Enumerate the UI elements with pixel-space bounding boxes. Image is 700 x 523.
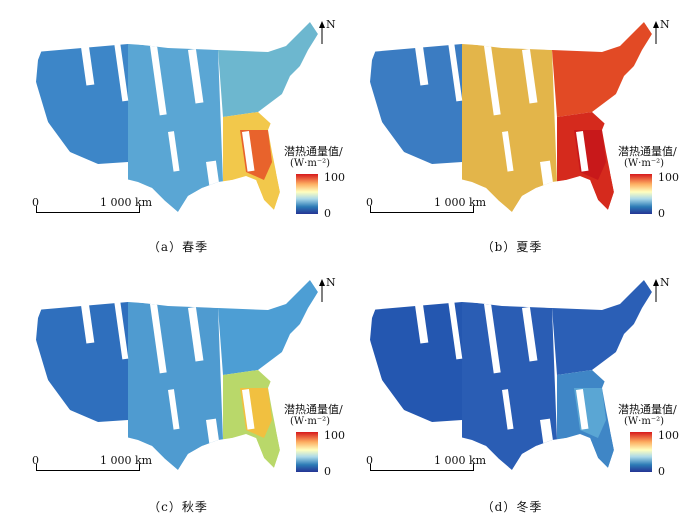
north-label: N: [660, 276, 670, 289]
swath-gap: [188, 306, 204, 362]
legend: 潜热通量值/ (W·m⁻²) 100 0: [284, 403, 354, 479]
caption-summer: （b）夏季: [481, 240, 543, 254]
swath-gap: [168, 131, 180, 172]
legend-unit: (W·m⁻²): [290, 416, 331, 427]
north-arrow: N: [318, 276, 336, 306]
legend-max: 100: [658, 429, 679, 442]
region-west: [370, 44, 462, 164]
legend-min: 0: [324, 207, 331, 220]
legend-min: 0: [658, 465, 665, 478]
legend-colorbar: [630, 432, 652, 472]
caption-spring: （a）春季: [147, 240, 209, 254]
legend-colorbar: [630, 174, 652, 214]
swath-gap: [241, 389, 255, 430]
legend-title: 潜热通量值/: [284, 145, 343, 158]
swath-gap: [114, 41, 129, 102]
legend-unit: (W·m⁻²): [624, 158, 665, 169]
swath-gap: [414, 38, 429, 86]
legend-min: 0: [324, 465, 331, 478]
scale-bar: 0 1 000 km: [364, 196, 514, 220]
swath-gap: [502, 389, 514, 430]
swath-gap: [80, 296, 95, 344]
swath-gap: [150, 303, 167, 374]
legend-max: 100: [324, 171, 345, 184]
north-label: N: [326, 18, 336, 31]
caption-winter: （d）冬季: [481, 500, 543, 514]
legend: 潜热通量值/ (W·m⁻²) 100 0: [618, 403, 688, 479]
legend-title: 潜热通量值/: [284, 403, 343, 416]
region-west: [36, 44, 128, 164]
region-mid: [462, 302, 557, 470]
legend-min: 0: [658, 207, 665, 220]
scale-zero: 0: [366, 454, 373, 467]
scale-label: 1 000 km: [100, 196, 153, 209]
map-panel-winter: N 潜热通量值/ (W·m⁻²) 100 0 0 1 000 km: [352, 270, 679, 480]
swath-gap: [575, 389, 589, 430]
us-latent-heat-map: [36, 280, 318, 470]
map-panel-spring: N 潜热通量值/ (W·m⁻²) 100 0 0 1 000 km: [18, 12, 345, 222]
swath-gap: [522, 48, 538, 104]
region-mid: [128, 44, 223, 212]
north-label: N: [660, 18, 670, 31]
legend-max: 100: [324, 429, 345, 442]
map-panel-autumn: N 潜热通量值/ (W·m⁻²) 100 0 0 1 000 km: [18, 270, 345, 480]
north-label: N: [326, 276, 336, 289]
region-northeast: [552, 22, 652, 117]
swath-gap: [447, 41, 463, 102]
legend-unit: (W·m⁻²): [624, 416, 665, 427]
scale-label: 1 000 km: [100, 454, 153, 467]
swath-gap: [484, 45, 501, 116]
legend-unit: (W·m⁻²): [290, 158, 331, 169]
swath-gap: [241, 131, 255, 172]
scale-bar: 0 1 000 km: [30, 454, 180, 478]
scale-bar: 0 1 000 km: [364, 454, 514, 478]
region-northeast: [218, 22, 318, 117]
swath-gap: [414, 296, 429, 344]
legend-colorbar: [296, 432, 318, 472]
legend: 潜热通量值/ (W·m⁻²) 100 0: [284, 145, 354, 221]
swath-gap: [522, 306, 538, 362]
map-regions: [370, 22, 652, 212]
map-regions: [36, 280, 318, 470]
north-arrow: N: [652, 276, 670, 306]
region-west: [370, 302, 462, 422]
legend-colorbar: [296, 174, 318, 214]
us-latent-heat-map: [370, 280, 652, 470]
swath-gap: [150, 45, 167, 116]
legend-max: 100: [658, 171, 679, 184]
region-mid: [462, 44, 557, 212]
swath-gap: [575, 131, 589, 172]
scale-label: 1 000 km: [434, 196, 487, 209]
region-northeast: [218, 280, 318, 375]
map-regions: [370, 280, 652, 470]
scale-zero: 0: [366, 196, 373, 209]
scale-zero: 0: [32, 196, 39, 209]
region-northeast: [552, 280, 652, 375]
legend-title: 潜热通量值/: [618, 145, 677, 158]
swath-gap: [484, 303, 501, 374]
us-latent-heat-map: [36, 22, 318, 212]
legend-title: 潜热通量值/: [618, 403, 677, 416]
swath-gap: [80, 38, 95, 86]
scale-bar: 0 1 000 km: [30, 196, 180, 220]
north-arrow: N: [318, 18, 336, 48]
swath-gap: [447, 299, 463, 360]
scale-zero: 0: [32, 454, 39, 467]
map-panel-summer: N 潜热通量值/ (W·m⁻²) 100 0 0 1 000 km: [352, 12, 679, 222]
swath-gap: [168, 389, 180, 430]
scale-label: 1 000 km: [434, 454, 487, 467]
region-mid: [128, 302, 223, 470]
north-arrow: N: [652, 18, 670, 48]
legend: 潜热通量值/ (W·m⁻²) 100 0: [618, 145, 688, 221]
map-regions: [36, 22, 318, 212]
swath-gap: [188, 48, 204, 104]
us-latent-heat-map: [370, 22, 652, 212]
swath-gap: [502, 131, 514, 172]
swath-gap: [114, 299, 129, 360]
region-west: [36, 302, 128, 422]
caption-autumn: （c）秋季: [148, 500, 208, 514]
